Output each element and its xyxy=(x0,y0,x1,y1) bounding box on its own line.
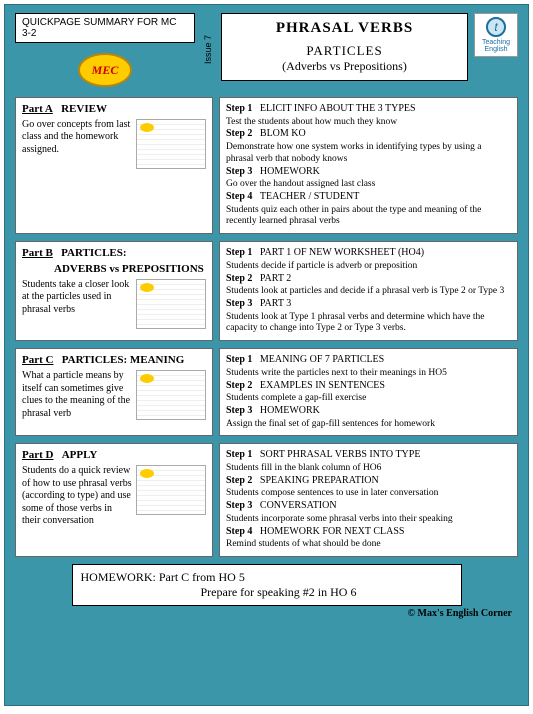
step: Step 4 TEACHER / STUDENT xyxy=(226,191,511,204)
step: Step 1 SORT PHRASAL VERBS INTO TYPE xyxy=(226,449,511,462)
teaching-english-badge: t Teaching English xyxy=(474,13,518,57)
part-desc: Go over concepts from last class and the… xyxy=(22,119,132,229)
step: Step 1 ELICIT INFO ABOUT THE 3 TYPES xyxy=(226,103,511,116)
step-desc: Go over the handout assigned last class xyxy=(226,179,511,191)
step: Step 2 PART 2 xyxy=(226,273,511,286)
part-left-panel: Part B PARTICLES: ADVERBS vs PREPOSITIONS… xyxy=(15,241,213,341)
part-desc: Students take a closer look at the parti… xyxy=(22,279,132,336)
mec-text: MEC xyxy=(92,63,119,78)
part-row: Part D APPLY Students do a quick review o… xyxy=(15,443,518,557)
part-row: Part A REVIEW Go over concepts from last … xyxy=(15,97,518,234)
step: Step 3 CONVERSATION xyxy=(226,500,511,513)
copyright: © Max's English Corner xyxy=(15,608,518,619)
title-box: PHRASAL VERBS PARTICLES (Adverbs vs Prep… xyxy=(221,13,468,81)
issue-label: Issue 7 xyxy=(201,35,215,64)
part-left-body: Go over concepts from last class and the… xyxy=(22,119,206,229)
te-line1: Teaching xyxy=(482,39,510,46)
part-left-body: What a particle means by itself can some… xyxy=(22,370,206,430)
homework-label: HOMEWORK: xyxy=(81,570,156,584)
mec-badge: MEC xyxy=(78,53,132,87)
step-desc: Students write the particles next to the… xyxy=(226,368,511,380)
worksheet-thumbnail xyxy=(136,465,206,515)
step-desc: Students compose sentences to use in lat… xyxy=(226,488,511,500)
homework-line2: Prepare for speaking #2 in HO 6 xyxy=(81,585,453,600)
header-left: QUICKPAGE SUMMARY FOR MC 3-2 MEC xyxy=(15,13,195,87)
step-desc: Students incorporate some phrasal verbs … xyxy=(226,514,511,526)
part-left-panel: Part C PARTICLES: MEANING What a particle… xyxy=(15,348,213,436)
step-desc: Students complete a gap-fill exercise xyxy=(226,393,511,405)
part-desc: What a particle means by itself can some… xyxy=(22,370,132,430)
step-desc: Students look at Type 1 phrasal verbs an… xyxy=(226,312,511,336)
header-row: QUICKPAGE SUMMARY FOR MC 3-2 MEC Issue 7… xyxy=(15,13,518,87)
part-left-body: Students take a closer look at the parti… xyxy=(22,279,206,336)
part-left-panel: Part D APPLY Students do a quick review o… xyxy=(15,443,213,557)
part-right-panel: Step 1 ELICIT INFO ABOUT THE 3 TYPESTest… xyxy=(219,97,518,234)
step-desc: Students decide if particle is adverb or… xyxy=(226,261,511,273)
title-sub2: (Adverbs vs Prepositions) xyxy=(232,59,457,74)
step-desc: Test the students about how much they kn… xyxy=(226,117,511,129)
step-desc: Remind students of what should be done xyxy=(226,539,511,551)
part-title-line2: ADVERBS vs PREPOSITIONS xyxy=(22,263,206,277)
part-desc: Students do a quick review of how to use… xyxy=(22,465,132,551)
step: Step 1 PART 1 OF NEW WORKSHEET (HO4) xyxy=(226,247,511,260)
part-row: Part C PARTICLES: MEANING What a particle… xyxy=(15,348,518,436)
step: Step 2 BLOM KO xyxy=(226,128,511,141)
step-desc: Demonstrate how one system works in iden… xyxy=(226,142,511,166)
step: Step 3 HOMEWORK xyxy=(226,405,511,418)
part-right-panel: Step 1 PART 1 OF NEW WORKSHEET (HO4)Stud… xyxy=(219,241,518,341)
page: QUICKPAGE SUMMARY FOR MC 3-2 MEC Issue 7… xyxy=(4,4,529,706)
step: Step 3 PART 3 xyxy=(226,298,511,311)
step-desc: Assign the final set of gap-fill sentenc… xyxy=(226,419,511,431)
step: Step 3 HOMEWORK xyxy=(226,166,511,179)
part-row: Part B PARTICLES: ADVERBS vs PREPOSITIONS… xyxy=(15,241,518,341)
title-main: PHRASAL VERBS xyxy=(232,20,457,37)
part-title: Part B PARTICLES: xyxy=(22,247,206,261)
te-line2: English xyxy=(485,46,508,53)
te-icon: t xyxy=(486,17,506,37)
part-left-body: Students do a quick review of how to use… xyxy=(22,465,206,551)
step-desc: Students fill in the blank column of HO6 xyxy=(226,463,511,475)
part-title: Part D APPLY xyxy=(22,449,206,463)
step: Step 2 SPEAKING PREPARATION xyxy=(226,475,511,488)
part-left-panel: Part A REVIEW Go over concepts from last … xyxy=(15,97,213,234)
worksheet-thumbnail xyxy=(136,119,206,169)
homework-line1: Part C from HO 5 xyxy=(159,570,245,584)
worksheet-thumbnail xyxy=(136,370,206,420)
worksheet-thumbnail xyxy=(136,279,206,329)
step-desc: Students quiz each other in pairs about … xyxy=(226,205,511,229)
step: Step 1 MEANING OF 7 PARTICLES xyxy=(226,354,511,367)
homework-box: HOMEWORK: Part C from HO 5 Prepare for s… xyxy=(72,564,462,606)
step-desc: Students look at particles and decide if… xyxy=(226,286,511,298)
step: Step 2 EXAMPLES IN SENTENCES xyxy=(226,380,511,393)
part-title: Part A REVIEW xyxy=(22,103,206,117)
quickpage-label: QUICKPAGE SUMMARY FOR MC 3-2 xyxy=(15,13,195,43)
part-title: Part C PARTICLES: MEANING xyxy=(22,354,206,368)
step: Step 4 HOMEWORK FOR NEXT CLASS xyxy=(226,526,511,539)
title-sub1: PARTICLES xyxy=(232,43,457,59)
part-right-panel: Step 1 SORT PHRASAL VERBS INTO TYPEStude… xyxy=(219,443,518,557)
part-right-panel: Step 1 MEANING OF 7 PARTICLESStudents wr… xyxy=(219,348,518,436)
